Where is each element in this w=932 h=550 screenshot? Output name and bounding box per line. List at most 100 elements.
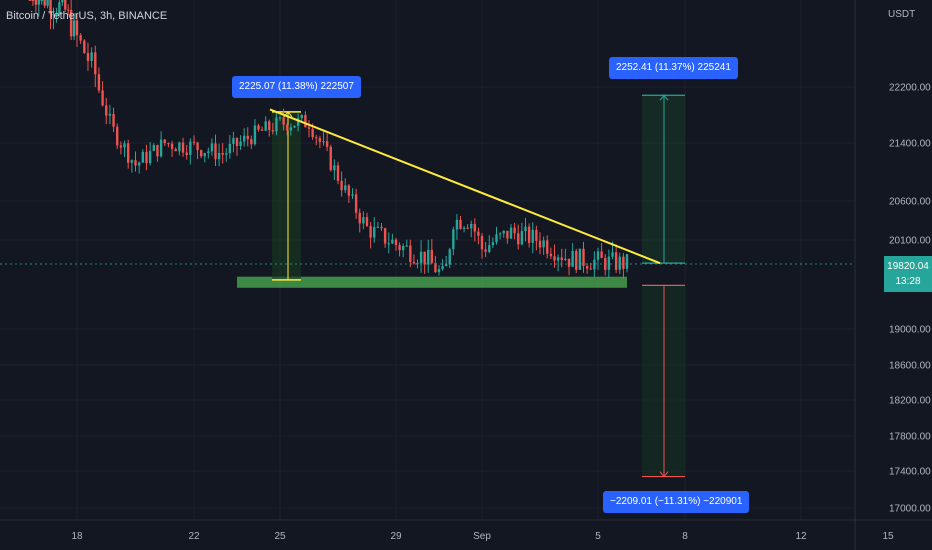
support-zone[interactable]	[237, 276, 627, 288]
candle-body	[412, 261, 416, 264]
candle-body	[527, 226, 531, 243]
y-axis[interactable]: 22200.00 21400.00 20600.00 20100.00 19000.00…	[889, 83, 931, 515]
candle-body	[607, 256, 611, 270]
candle-body	[582, 248, 585, 267]
candle-body	[257, 125, 260, 130]
candle-body	[181, 142, 185, 153]
x-tick-label: 29	[390, 531, 402, 542]
candle-body	[531, 229, 534, 243]
last-price-tag: 19820.04 13:28	[884, 256, 932, 292]
descending-trendline[interactable]	[269, 108, 661, 265]
candle-body	[192, 141, 196, 143]
x-axis[interactable]: 18 22 25 29 Sep 5 8 12 15	[71, 531, 894, 542]
candle-body	[506, 230, 509, 239]
candle-body	[336, 165, 340, 181]
candle-body	[141, 151, 145, 163]
drawing-layer[interactable]	[237, 94, 685, 478]
candle-body	[235, 138, 239, 146]
candle-body	[477, 231, 480, 236]
candle-body	[66, 9, 70, 11]
candle-body	[40, 0, 43, 1]
candle-body	[495, 234, 498, 243]
candle-body	[159, 139, 163, 157]
candle-body	[416, 263, 419, 265]
candle-body	[232, 138, 235, 144]
candle-body	[466, 227, 469, 229]
candle-body	[622, 256, 625, 269]
y-tick-label: 19000.00	[889, 325, 931, 336]
y-tick-label: 17400.00	[889, 467, 931, 478]
candle-body	[174, 148, 177, 152]
last-price: 19820.04	[887, 261, 929, 272]
candle-body	[185, 152, 188, 155]
candle-body	[55, 14, 58, 16]
candle-body	[362, 217, 365, 224]
candle-body	[250, 139, 253, 145]
candle-body	[427, 249, 430, 265]
candle-body	[69, 9, 73, 37]
candle-body	[289, 127, 293, 131]
candle-body	[437, 269, 441, 273]
candle-body	[282, 117, 285, 125]
candle-body	[549, 253, 553, 257]
candle-body	[260, 129, 264, 131]
candle-body	[517, 233, 520, 245]
candle-body	[578, 248, 582, 270]
candle-body	[625, 253, 629, 269]
downside-target-label[interactable]: −2209.01 (−11.31%) −220901	[603, 491, 750, 513]
candle-body	[163, 139, 166, 144]
x-tick-label: 5	[595, 531, 601, 542]
candle-body	[611, 252, 614, 257]
x-tick-label: 22	[188, 531, 200, 542]
candle-body	[347, 185, 351, 196]
candle-body	[37, 0, 41, 5]
upside-target-label[interactable]: 2252.41 (11.37%) 225241	[609, 57, 738, 79]
x-tick-label: 15	[882, 531, 894, 542]
y-tick-label: 20100.00	[889, 236, 931, 247]
candle-body	[145, 151, 148, 164]
candle-body	[94, 52, 97, 75]
candle-body	[64, 0, 67, 10]
x-tick-label: 25	[274, 531, 286, 542]
candle-body	[239, 141, 242, 146]
candle-body	[498, 233, 502, 235]
trendline-layer[interactable]	[0, 108, 855, 265]
candle-body	[524, 226, 527, 232]
candle-body	[28, 0, 32, 1]
candle-body	[242, 135, 246, 142]
candle-body	[409, 245, 412, 262]
candle-body	[217, 152, 221, 160]
bar-countdown: 13:28	[895, 276, 921, 287]
candle-body	[535, 229, 538, 241]
candle-body	[156, 144, 159, 157]
y-tick-label: 18600.00	[889, 361, 931, 372]
candle-body	[589, 268, 592, 270]
x-tick-label: 8	[682, 531, 688, 542]
candle-body	[275, 117, 278, 132]
candle-body	[116, 126, 119, 146]
candle-body	[58, 2, 61, 15]
height-measure-box[interactable]	[272, 111, 301, 280]
candle-body	[148, 150, 152, 164]
candle-body	[596, 251, 600, 260]
candle-body	[401, 245, 405, 251]
candle-body	[593, 259, 596, 270]
y-tick-label: 21400.00	[889, 139, 931, 150]
candle-body	[72, 20, 76, 37]
y-tick-label: 18200.00	[889, 396, 931, 407]
candle-body	[423, 251, 426, 265]
candle-body	[556, 257, 560, 261]
height-measure-label[interactable]: 2225.07 (11.38%) 222507	[232, 76, 361, 98]
x-tick-label: 12	[795, 531, 807, 542]
candle-body	[333, 165, 336, 171]
chart-title[interactable]: Bitcoin / TetherUS, 3h, BINANCE	[6, 10, 168, 22]
y-tick-label: 17800.00	[889, 432, 931, 443]
candle-body	[387, 243, 390, 245]
candle-body	[207, 151, 210, 154]
candle-body	[210, 143, 214, 152]
candle-body	[553, 256, 556, 261]
candle-body	[459, 219, 462, 229]
candle-body	[286, 124, 289, 131]
